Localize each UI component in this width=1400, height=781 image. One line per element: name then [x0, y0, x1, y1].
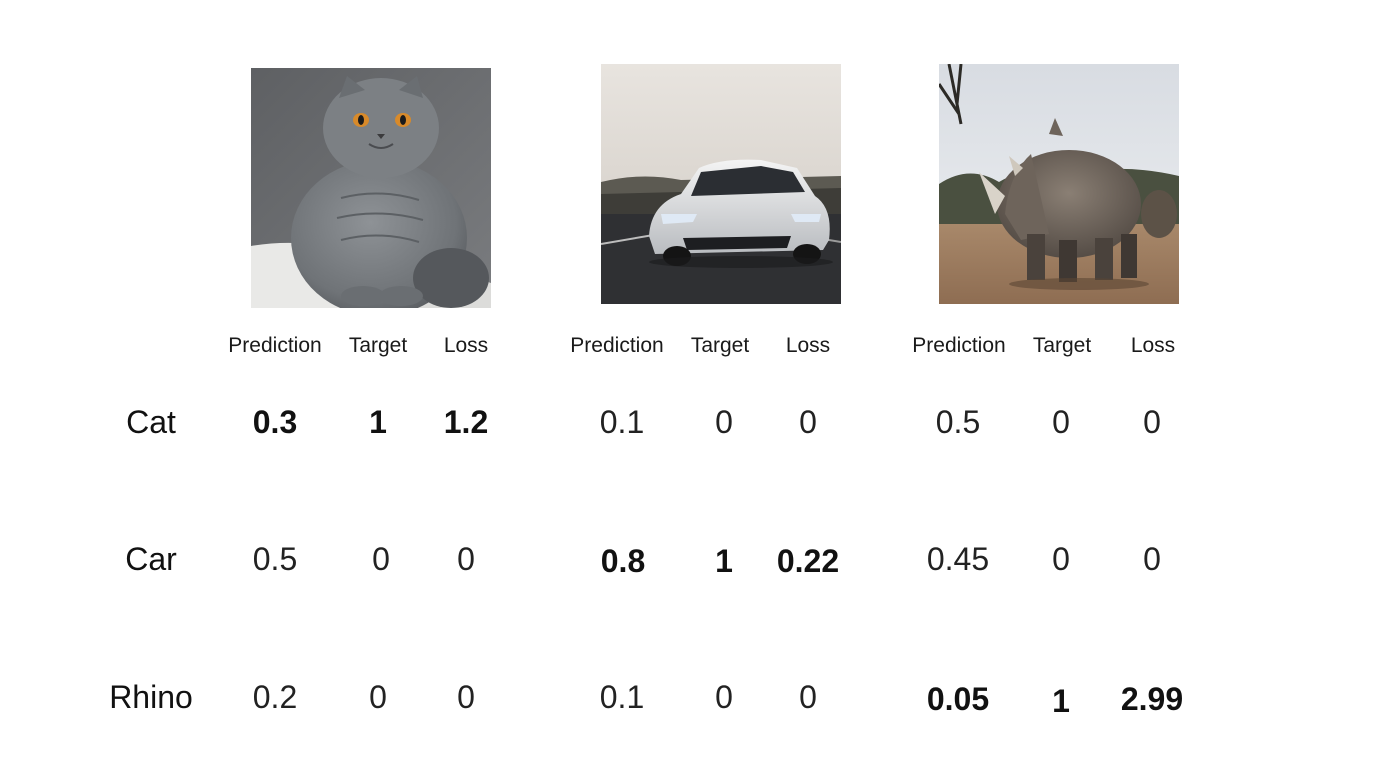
- loss-header: Loss: [1130, 334, 1176, 357]
- rhino-group3-target: 1: [1052, 683, 1070, 719]
- prediction-header: Prediction: [570, 334, 664, 357]
- car-group2-target: 1: [715, 543, 733, 579]
- car-group1-prediction: 0.5: [252, 541, 298, 577]
- prediction-header: Prediction: [228, 334, 322, 357]
- cat-group2-target: 0: [715, 404, 733, 440]
- cat-group1-target: 1: [369, 404, 387, 440]
- cat-group3-prediction: 0.5: [935, 404, 981, 440]
- rhino-group1-target: 0: [369, 679, 387, 715]
- target-header: Target: [1032, 334, 1092, 357]
- car-group1-target: 0: [372, 541, 390, 577]
- prediction-header: Prediction: [912, 334, 1006, 357]
- rhino-group2-target: 0: [715, 679, 733, 715]
- rhino-group3-prediction: 0.05: [926, 681, 990, 717]
- car-group3-prediction: 0.45: [926, 541, 990, 577]
- car-group2-loss: 0.22: [776, 543, 840, 579]
- row-label-rhino: Rhino: [109, 679, 193, 715]
- cat-group3-target: 0: [1052, 404, 1070, 440]
- cat-group2-loss: 0: [799, 404, 817, 440]
- rhino-group3-loss: 2.99: [1120, 681, 1184, 717]
- rhino-group1-loss: 0: [457, 679, 475, 715]
- rhino-group2-prediction: 0.1: [599, 679, 645, 715]
- car-group1-loss: 0: [457, 541, 475, 577]
- car-group2-prediction: 0.8: [600, 543, 646, 579]
- target-header: Target: [348, 334, 408, 357]
- cat-group1-loss: 1.2: [443, 404, 489, 440]
- cat-photo: [251, 68, 491, 308]
- rhino-photo: [939, 64, 1179, 304]
- loss-header: Loss: [785, 334, 831, 357]
- loss-header: Loss: [443, 334, 489, 357]
- cat-group1-prediction: 0.3: [252, 404, 298, 440]
- rhino-group1-prediction: 0.2: [252, 679, 298, 715]
- row-label-car: Car: [125, 541, 177, 577]
- row-label-cat: Cat: [126, 404, 176, 440]
- car-group3-target: 0: [1052, 541, 1070, 577]
- cat-group3-loss: 0: [1143, 404, 1161, 440]
- rhino-group2-loss: 0: [799, 679, 817, 715]
- cat-group2-prediction: 0.1: [599, 404, 645, 440]
- target-header: Target: [690, 334, 750, 357]
- car-group3-loss: 0: [1143, 541, 1161, 577]
- car-photo: [601, 64, 841, 304]
